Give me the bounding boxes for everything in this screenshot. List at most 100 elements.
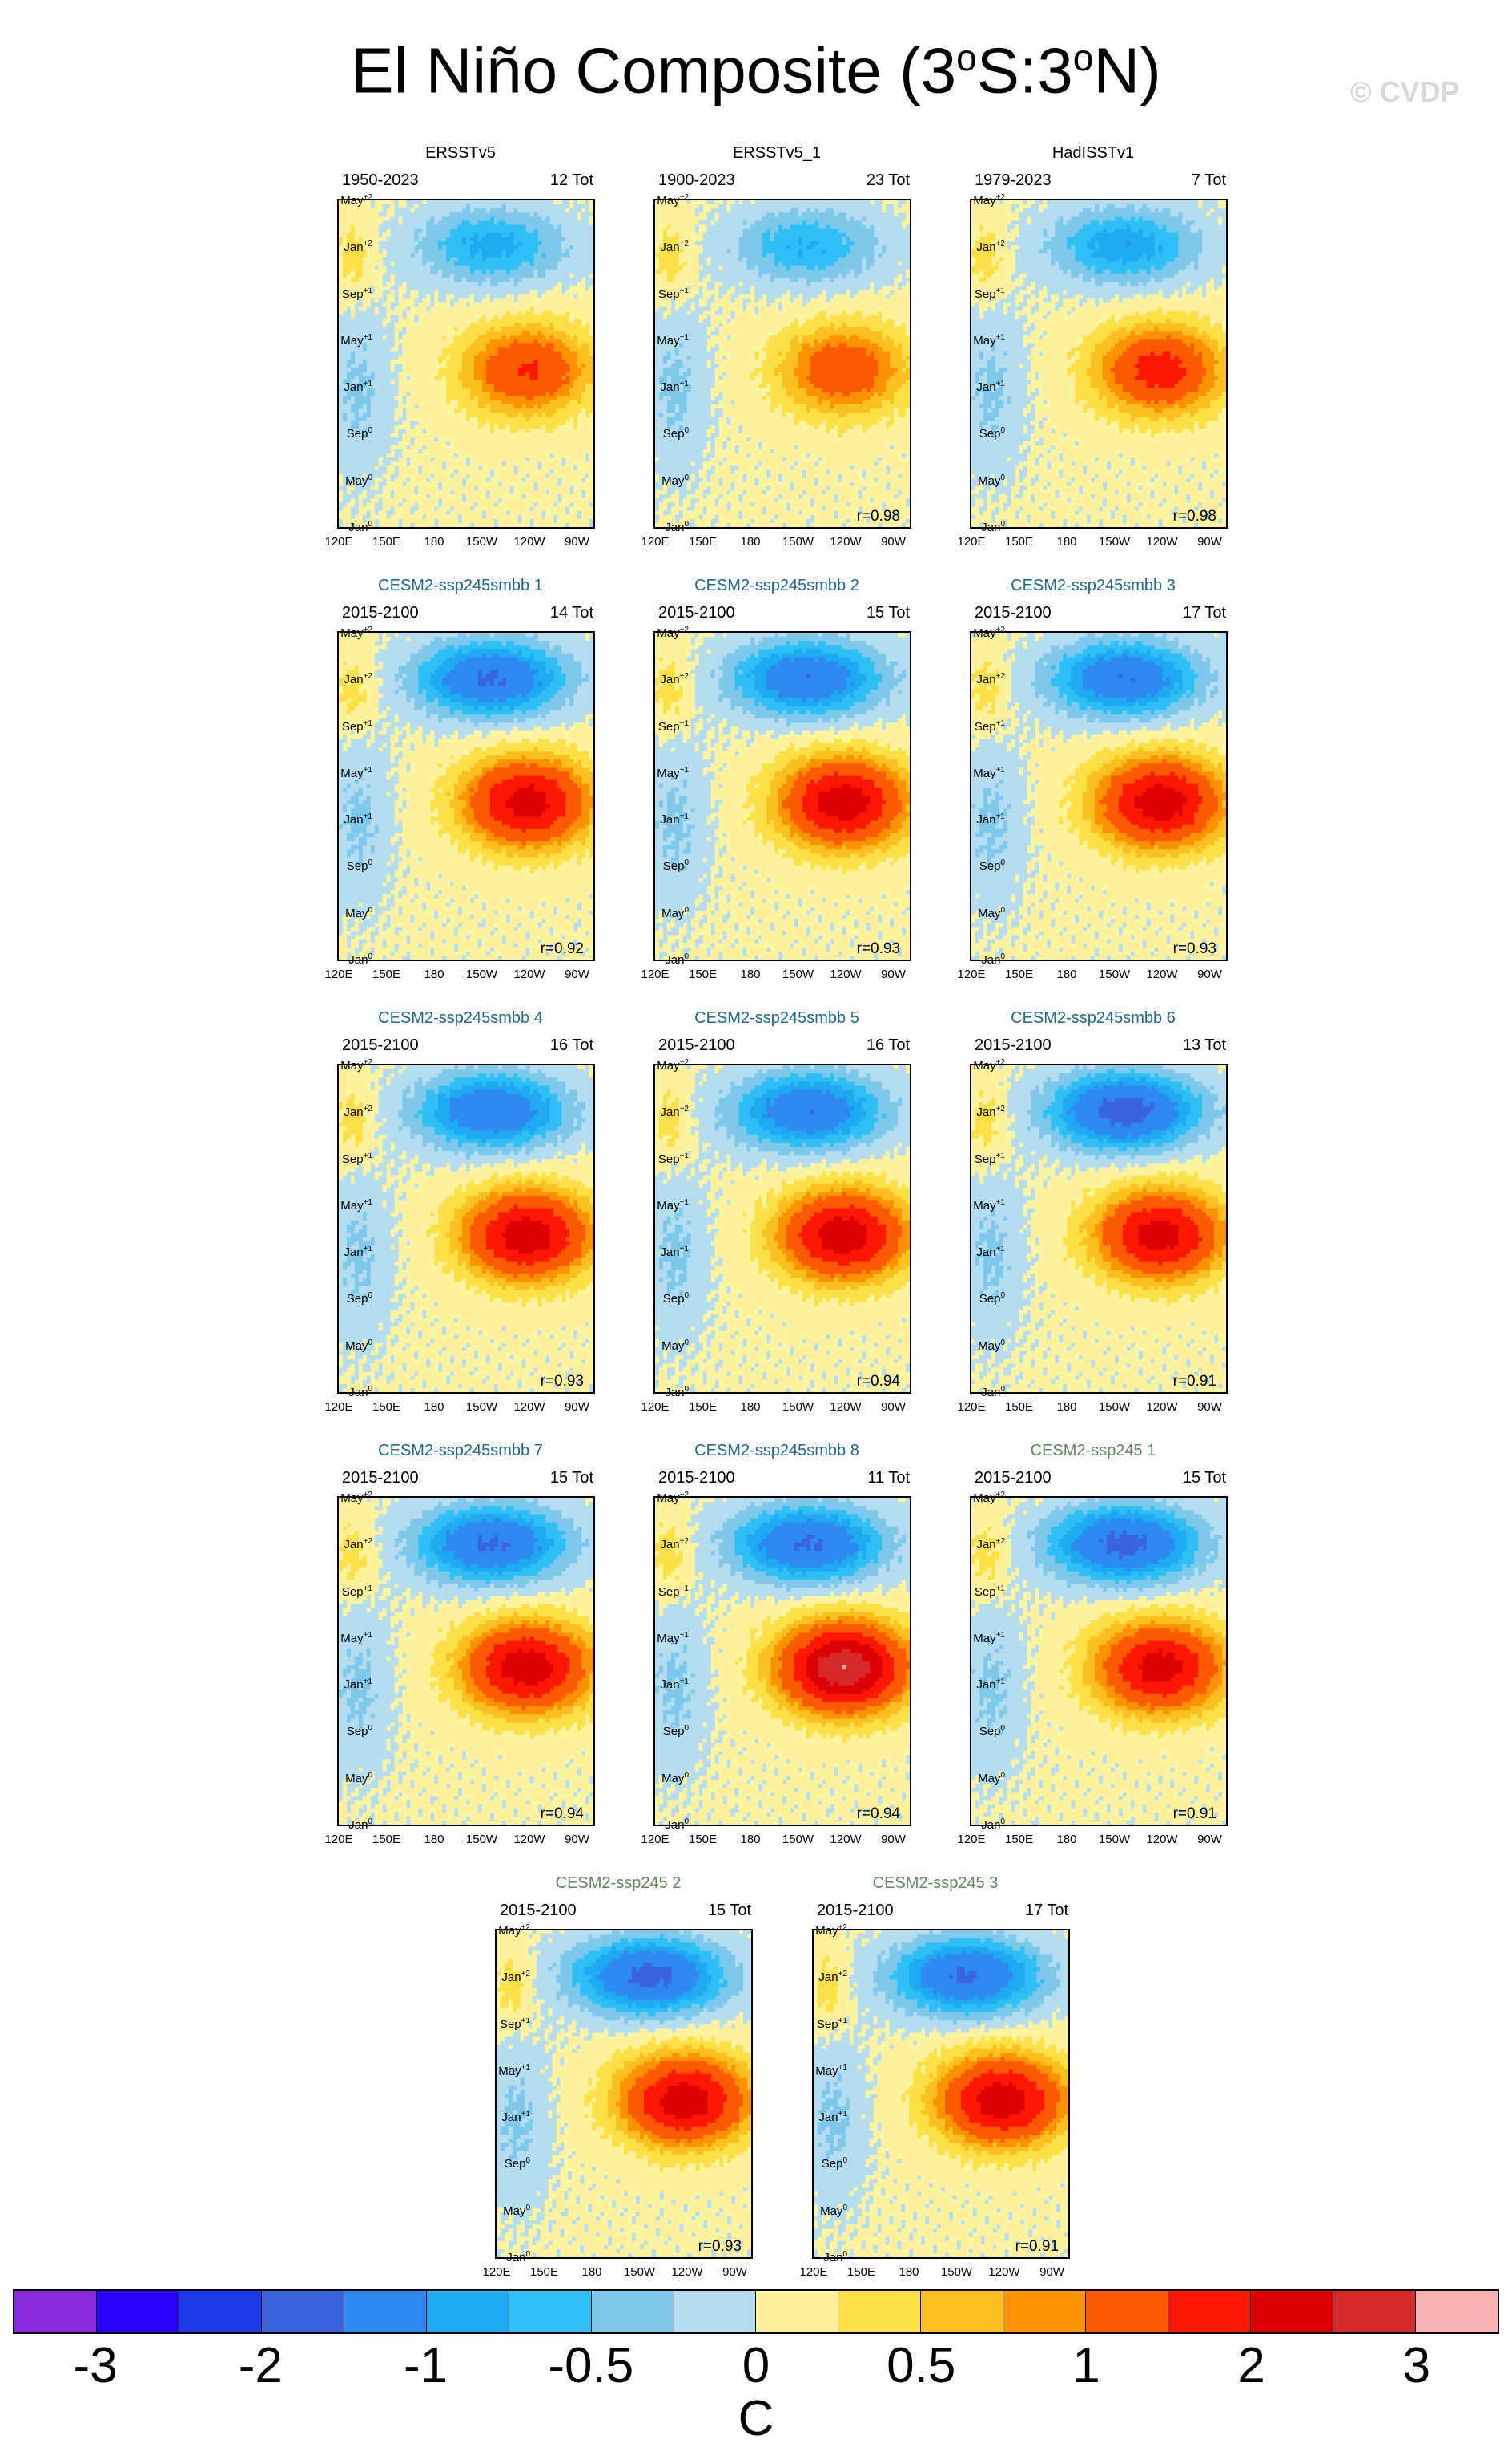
heatmap-cell [470, 457, 475, 462]
heatmap-cell [585, 335, 590, 340]
heatmap-cell [545, 388, 550, 393]
heatmap-cell [569, 344, 574, 348]
heatmap-cell [577, 453, 582, 458]
heatmap-cell [541, 425, 546, 430]
heatmap-cell [494, 494, 499, 499]
heatmap-cell [482, 348, 487, 352]
heatmap-cell [474, 466, 479, 471]
heatmap-cell [518, 425, 523, 430]
heatmap-cell [502, 404, 507, 409]
heatmap-cell [522, 368, 527, 372]
heatmap-cell [410, 257, 415, 262]
heatmap-cell [406, 388, 411, 393]
heatmap-cell [530, 307, 535, 312]
heatmap-cell [502, 511, 507, 516]
heatmap-cell [426, 474, 431, 479]
heatmap-cell [355, 404, 360, 409]
heatmap-cell [537, 237, 542, 242]
heatmap-cell [458, 200, 463, 205]
heatmap-cell [359, 364, 364, 368]
heatmap-cell [541, 233, 546, 238]
heatmap-cell [569, 253, 574, 258]
heatmap-cell [585, 274, 590, 279]
heatmap-cell [565, 257, 570, 262]
heatmap-cell [589, 262, 593, 267]
heatmap-cell [347, 315, 352, 320]
heatmap-cell [363, 233, 368, 238]
heatmap-cell [391, 356, 396, 360]
heatmap-cell [466, 392, 471, 397]
heatmap-cell [406, 352, 411, 356]
heatmap-cell [414, 237, 419, 242]
heatmap-cell [403, 241, 408, 246]
heatmap-cell [506, 498, 511, 503]
heatmap-cell [569, 303, 574, 308]
heatmap-cell [462, 400, 467, 405]
heatmap-cell [526, 274, 531, 279]
heatmap-cell [510, 352, 515, 356]
heatmap-cell [438, 303, 443, 308]
heatmap-cell [438, 490, 443, 495]
heatmap-cell [351, 319, 356, 324]
heatmap-cell [541, 384, 546, 389]
heatmap-cell [414, 502, 419, 507]
heatmap-cell [526, 262, 531, 267]
heatmap-cell [367, 445, 372, 450]
heatmap-cell [569, 233, 574, 238]
heatmap-cell [395, 237, 400, 242]
heatmap-cell [410, 249, 415, 254]
heatmap-cell [347, 323, 352, 328]
heatmap-cell [466, 282, 471, 287]
heatmap-cell [383, 388, 388, 393]
heatmap-cell [482, 233, 487, 238]
heatmap-cell [399, 262, 404, 267]
heatmap-cell [498, 294, 503, 299]
heatmap-cell [359, 457, 364, 462]
heatmap-cell [518, 368, 523, 372]
heatmap-cell [545, 408, 550, 413]
heatmap-cell [339, 368, 344, 372]
heatmap-cell [458, 327, 463, 332]
heatmap-cell [474, 208, 479, 213]
heatmap-cell [466, 221, 471, 226]
heatmap-cell [573, 360, 578, 364]
heatmap-cell [506, 437, 511, 442]
heatmap-cell [589, 445, 593, 450]
heatmap-cell [482, 270, 487, 275]
heatmap-cell [375, 396, 380, 401]
heatmap-cell [470, 417, 475, 421]
heatmap-cell [470, 453, 475, 458]
heatmap-cell [446, 204, 451, 209]
heatmap-cell [458, 249, 463, 254]
heatmap-cell [387, 449, 392, 454]
heatmap-cell [339, 437, 344, 442]
heatmap-cell [410, 486, 415, 491]
heatmap-cell [494, 344, 499, 348]
heatmap-cell [410, 311, 415, 316]
heatmap-cell [438, 348, 443, 352]
heatmap-cell [367, 360, 372, 364]
heatmap-cell [410, 290, 415, 295]
heatmap-cell [585, 282, 590, 287]
heatmap-cell [450, 486, 455, 491]
heatmap-cell [383, 417, 388, 421]
heatmap-cell [406, 461, 411, 466]
heatmap-cell [486, 233, 491, 238]
heatmap-cell [490, 494, 495, 499]
heatmap-cell [458, 421, 463, 425]
heatmap-cell [462, 425, 467, 430]
heatmap-cell [533, 457, 538, 462]
heatmap-cell [510, 486, 515, 491]
heatmap-cell [557, 384, 562, 389]
heatmap-cell [502, 290, 507, 295]
heatmap-cell [395, 221, 400, 226]
heatmap-cell [510, 286, 515, 291]
heatmap-cell [426, 425, 431, 430]
heatmap-cell [418, 339, 423, 344]
heatmap-cell [466, 368, 471, 372]
heatmap-cell [410, 449, 415, 454]
heatmap-cell [478, 482, 483, 487]
heatmap-cell [387, 344, 392, 348]
heatmap-cell [422, 331, 427, 336]
heatmap-cell [510, 466, 515, 471]
